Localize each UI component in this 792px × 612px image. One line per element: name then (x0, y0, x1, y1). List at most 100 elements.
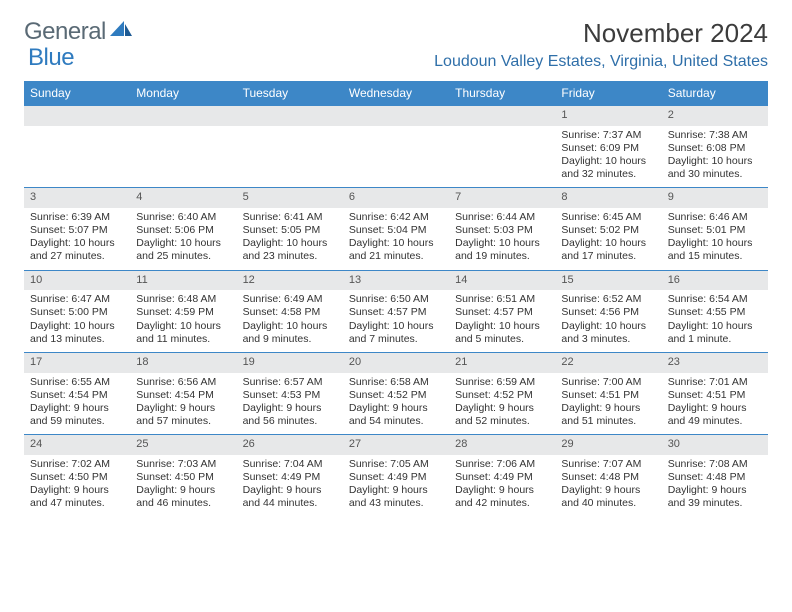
calendar-cell (24, 106, 130, 188)
day-number: 21 (449, 353, 555, 373)
day-line: and 19 minutes. (455, 250, 549, 263)
day-body: Sunrise: 7:06 AMSunset: 4:49 PMDaylight:… (449, 455, 555, 517)
day-line: and 54 minutes. (349, 415, 443, 428)
calendar-cell: 28Sunrise: 7:06 AMSunset: 4:49 PMDayligh… (449, 435, 555, 517)
calendar-row: 17 Sunrise: 6:55 AM Sunset: 4:54 PM Dayligh… (24, 352, 768, 434)
day-line: Sunset: 4:53 PM (243, 389, 337, 402)
day-line: Daylight: 9 hours (561, 484, 655, 497)
day-line: Sunrise: 6:54 AM (668, 293, 762, 306)
calendar-cell (130, 106, 236, 188)
day-line: Sunset: 4:50 PM (136, 471, 230, 484)
day-body (449, 126, 555, 135)
day-number: 13 (343, 271, 449, 291)
calendar-cell: 16Sunrise: 6:54 AMSunset: 4:55 PMDayligh… (662, 270, 768, 352)
day-line: and 25 minutes. (136, 250, 230, 263)
day-line: Daylight: 10 hours (243, 237, 337, 250)
location-text: Loudoun Valley Estates, Virginia, United… (434, 53, 768, 71)
day-line: and 49 minutes. (668, 415, 762, 428)
day-number: 29 (555, 435, 661, 455)
day-body (237, 126, 343, 135)
day-line: Sunrise: 6:58 AM (349, 376, 443, 389)
day-body: Sunrise: 7:04 AMSunset: 4:49 PMDaylight:… (237, 455, 343, 517)
day-line: Sunset: 5:04 PM (349, 224, 443, 237)
calendar-cell: 17Sunrise: 6:55 AMSunset: 4:54 PMDayligh… (24, 352, 130, 434)
day-line: and 9 minutes. (243, 333, 337, 346)
day-line: Sunset: 4:50 PM (30, 471, 124, 484)
day-body: Sunrise: 6:41 AMSunset: 5:05 PMDaylight:… (237, 208, 343, 270)
day-line: Sunrise: 6:40 AM (136, 211, 230, 224)
day-line: Sunset: 4:56 PM (561, 306, 655, 319)
day-line: Sunset: 4:54 PM (136, 389, 230, 402)
day-number: 12 (237, 271, 343, 291)
day-number: 18 (130, 353, 236, 373)
day-line: and 44 minutes. (243, 497, 337, 510)
logo-sail-icon (110, 21, 132, 39)
weekday-header: Monday (130, 81, 236, 106)
day-line: Sunset: 4:48 PM (561, 471, 655, 484)
day-line: Daylight: 9 hours (561, 402, 655, 415)
day-line: Daylight: 10 hours (668, 155, 762, 168)
day-number: 10 (24, 271, 130, 291)
day-line: and 59 minutes. (30, 415, 124, 428)
day-number: 11 (130, 271, 236, 291)
day-line: Sunrise: 6:47 AM (30, 293, 124, 306)
day-number: 8 (555, 188, 661, 208)
calendar-row: 1Sunrise: 7:37 AMSunset: 6:09 PMDaylight… (24, 106, 768, 188)
day-number (237, 106, 343, 126)
day-line: Daylight: 10 hours (455, 320, 549, 333)
day-body: Sunrise: 6:48 AMSunset: 4:59 PMDaylight:… (130, 290, 236, 352)
calendar-cell: 25Sunrise: 7:03 AMSunset: 4:50 PMDayligh… (130, 435, 236, 517)
day-number: 22 (555, 353, 661, 373)
logo-text-b: Blue (28, 44, 74, 72)
day-line: Sunrise: 6:55 AM (30, 376, 124, 389)
day-line: Sunset: 4:49 PM (243, 471, 337, 484)
day-line: Sunrise: 6:42 AM (349, 211, 443, 224)
day-line: Sunrise: 7:00 AM (561, 376, 655, 389)
calendar-row: 10Sunrise: 6:47 AMSunset: 5:00 PMDayligh… (24, 270, 768, 352)
day-line: and 46 minutes. (136, 497, 230, 510)
day-line: Sunrise: 6:39 AM (30, 211, 124, 224)
day-body: Sunrise: 6:52 AMSunset: 4:56 PMDaylight:… (555, 290, 661, 352)
day-line: and 43 minutes. (349, 497, 443, 510)
day-line: and 3 minutes. (561, 333, 655, 346)
day-line: Sunrise: 7:37 AM (561, 129, 655, 142)
day-line: Sunset: 4:55 PM (668, 306, 762, 319)
day-body: Sunrise: 7:03 AMSunset: 4:50 PMDaylight:… (130, 455, 236, 517)
calendar-cell: 24Sunrise: 7:02 AMSunset: 4:50 PMDayligh… (24, 435, 130, 517)
day-number: 7 (449, 188, 555, 208)
calendar-cell: 26Sunrise: 7:04 AMSunset: 4:49 PMDayligh… (237, 435, 343, 517)
day-body: Sunrise: 7:01 AMSunset: 4:51 PMDaylight:… (662, 373, 768, 435)
day-line: Sunrise: 6:59 AM (455, 376, 549, 389)
day-body: Sunrise: 6:47 AMSunset: 5:00 PMDaylight:… (24, 290, 130, 352)
day-line: and 30 minutes. (668, 168, 762, 181)
day-line: and 27 minutes. (30, 250, 124, 263)
day-body: Sunrise: 7:05 AMSunset: 4:49 PMDaylight:… (343, 455, 449, 517)
calendar-cell: 27Sunrise: 7:05 AMSunset: 4:49 PMDayligh… (343, 435, 449, 517)
day-line: Daylight: 9 hours (668, 402, 762, 415)
day-line: and 15 minutes. (668, 250, 762, 263)
calendar-cell: 12Sunrise: 6:49 AMSunset: 4:58 PMDayligh… (237, 270, 343, 352)
day-number (449, 106, 555, 126)
day-number (24, 106, 130, 126)
day-number: 17 (24, 353, 130, 373)
day-line: Daylight: 9 hours (455, 402, 549, 415)
day-line: Daylight: 9 hours (455, 484, 549, 497)
day-body (343, 126, 449, 135)
day-line: Sunset: 5:02 PM (561, 224, 655, 237)
day-body: Sunrise: 6:44 AMSunset: 5:03 PMDaylight:… (449, 208, 555, 270)
day-line: Sunrise: 6:51 AM (455, 293, 549, 306)
day-line: and 47 minutes. (30, 497, 124, 510)
day-line: Daylight: 10 hours (136, 237, 230, 250)
day-line: Sunset: 5:06 PM (136, 224, 230, 237)
day-body: Sunrise: 7:00 AMSunset: 4:51 PMDaylight:… (555, 373, 661, 435)
day-body: Sunrise: 6:58 AMSunset: 4:52 PMDaylight:… (343, 373, 449, 435)
calendar-cell: 3Sunrise: 6:39 AMSunset: 5:07 PMDaylight… (24, 188, 130, 270)
day-number (130, 106, 236, 126)
day-line: Sunset: 4:51 PM (668, 389, 762, 402)
day-line: Daylight: 10 hours (349, 237, 443, 250)
day-line: Daylight: 10 hours (561, 320, 655, 333)
day-line: Sunset: 5:00 PM (30, 306, 124, 319)
weekday-header: Wednesday (343, 81, 449, 106)
calendar-row: 3Sunrise: 6:39 AMSunset: 5:07 PMDaylight… (24, 188, 768, 270)
day-line: and 5 minutes. (455, 333, 549, 346)
